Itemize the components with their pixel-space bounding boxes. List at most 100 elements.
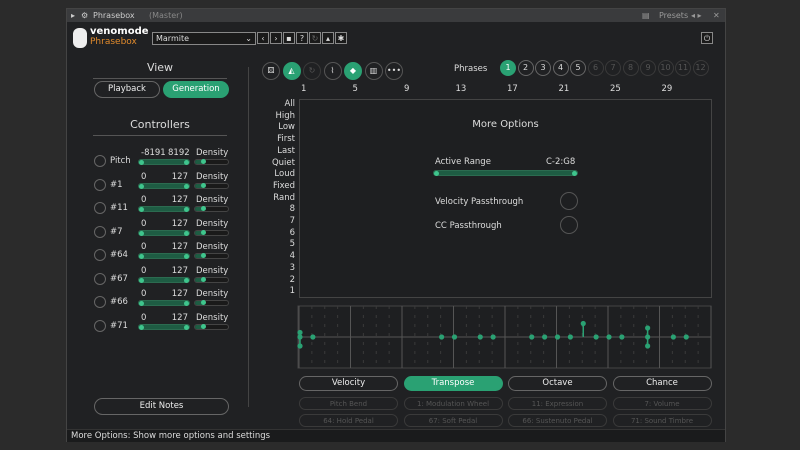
row-label[interactable]: Rand [273, 192, 295, 203]
phrase-8-button[interactable]: 8 [622, 60, 639, 76]
controller-enable-toggle[interactable] [94, 202, 106, 214]
phrase-4-button[interactable]: 4 [552, 60, 569, 76]
edit-notes-button[interactable]: Edit Notes [94, 398, 229, 415]
controller-range-slider[interactable] [138, 206, 190, 212]
note-point[interactable] [490, 334, 496, 340]
note-point[interactable] [297, 343, 303, 349]
density-slider[interactable] [194, 159, 229, 165]
controller-enable-toggle[interactable] [94, 272, 106, 285]
pattern-icon[interactable]: ◭ [282, 62, 301, 80]
row-label[interactable]: 5 [289, 239, 295, 250]
controller-range-slider[interactable] [138, 253, 190, 259]
density-slider[interactable] [194, 253, 229, 259]
density-handle[interactable] [201, 300, 206, 305]
range-max-handle[interactable] [184, 254, 189, 259]
density-handle[interactable] [201, 229, 206, 235]
row-label[interactable]: 7 [289, 216, 295, 226]
range-min-handle[interactable] [139, 160, 144, 165]
range-max-handle[interactable] [184, 230, 189, 236]
row-label[interactable]: 2 [289, 274, 295, 285]
row-label[interactable]: 3 [289, 262, 295, 273]
cc-passthrough-toggle[interactable] [560, 216, 578, 234]
row-label[interactable]: 6 [289, 227, 295, 238]
cc-lane-button[interactable]: 71: Sound Timbre [612, 414, 712, 427]
power-button[interactable]: ⏻ [701, 32, 713, 44]
controller-enable-toggle[interactable] [94, 155, 106, 167]
cc-lane-button[interactable]: Pitch Bend [299, 397, 398, 410]
phrase-6-button[interactable]: 6 [587, 60, 604, 76]
piano-icon[interactable]: ▥ [364, 62, 383, 80]
close-icon[interactable]: ✕ [713, 11, 720, 20]
row-label[interactable]: All [284, 99, 295, 109]
controller-enable-toggle[interactable] [94, 178, 106, 191]
transpose-editor[interactable] [297, 305, 713, 369]
note-point[interactable] [477, 334, 483, 340]
density-slider[interactable] [194, 229, 229, 236]
note-point[interactable] [580, 320, 586, 327]
tab-playback[interactable]: Playback [94, 81, 160, 98]
range-max-handle[interactable] [184, 183, 189, 189]
note-point[interactable] [297, 329, 303, 336]
refresh-button[interactable]: ↻ [309, 32, 321, 44]
controller-enable-toggle[interactable] [94, 249, 106, 261]
cc-lane-button[interactable]: 64: Hold Pedal [299, 414, 398, 427]
next-preset-button[interactable]: › [270, 32, 282, 44]
density-slider[interactable] [194, 206, 229, 212]
row-label[interactable]: Loud [274, 169, 295, 180]
phrase-1-button[interactable]: 1 [500, 60, 516, 76]
controller-range-slider[interactable] [138, 182, 190, 189]
note-point[interactable] [554, 334, 561, 340]
row-label[interactable]: Quiet [271, 157, 295, 168]
density-handle[interactable] [201, 206, 206, 211]
note-point[interactable] [297, 334, 303, 340]
phrase-3-button[interactable]: 3 [535, 60, 551, 76]
active-range-slider[interactable] [433, 170, 578, 176]
save-button[interactable]: ▪ [283, 32, 295, 44]
velocity-passthrough-toggle[interactable] [560, 192, 578, 210]
controller-range-slider[interactable] [138, 229, 190, 236]
note-point[interactable] [451, 334, 458, 340]
note-point[interactable] [683, 334, 689, 340]
lane-octave-tab[interactable]: Octave [508, 376, 607, 391]
phrase-12-button[interactable]: 12 [692, 60, 709, 76]
controller-range-slider[interactable] [138, 300, 190, 306]
range-min-handle[interactable] [139, 183, 144, 189]
lane-transpose-tab[interactable]: Transpose [403, 376, 503, 391]
cc-lane-button[interactable]: 11: Expression [508, 397, 607, 410]
pedal-icon[interactable]: ⌇ [323, 62, 342, 80]
density-slider[interactable] [194, 300, 229, 306]
help-button[interactable]: ? [296, 32, 308, 44]
controller-range-slider[interactable] [138, 323, 190, 330]
note-point[interactable] [593, 334, 599, 340]
density-slider[interactable] [194, 323, 229, 330]
controller-enable-toggle[interactable] [94, 296, 106, 308]
density-handle[interactable] [201, 276, 206, 282]
range-max-handle[interactable] [184, 160, 189, 165]
controller-enable-toggle[interactable] [94, 319, 106, 332]
range-min-handle[interactable] [139, 277, 144, 283]
lock-button[interactable]: ▴ [322, 32, 334, 44]
note-point[interactable] [439, 334, 445, 340]
cc-lane-button[interactable]: 1: Modulation Wheel [403, 397, 503, 410]
range-max-handle[interactable] [184, 277, 189, 283]
note-point[interactable] [606, 334, 612, 340]
note-point[interactable] [310, 334, 316, 340]
phrase-9-button[interactable]: 9 [640, 60, 656, 76]
cc-lane-button[interactable]: 7: Volume [612, 397, 712, 410]
range-min-handle[interactable] [434, 171, 439, 176]
note-point[interactable] [670, 334, 676, 340]
density-handle[interactable] [201, 159, 206, 164]
note-point[interactable] [567, 334, 573, 340]
note-point[interactable] [645, 325, 651, 331]
more-icon[interactable]: ••• [385, 62, 403, 80]
row-label[interactable]: 8 [289, 204, 295, 215]
expand-icon[interactable]: ▸ [71, 11, 76, 20]
range-max-handle[interactable] [184, 207, 189, 212]
cycle-icon[interactable]: ↻ [303, 62, 321, 80]
density-slider[interactable] [194, 276, 229, 283]
presets-arrows[interactable]: ◂ ▸ [691, 11, 702, 20]
density-handle[interactable] [201, 253, 206, 258]
lane-velocity-tab[interactable]: Velocity [299, 376, 398, 391]
tab-generation[interactable]: Generation [163, 81, 229, 98]
row-label[interactable]: 1 [289, 286, 295, 297]
